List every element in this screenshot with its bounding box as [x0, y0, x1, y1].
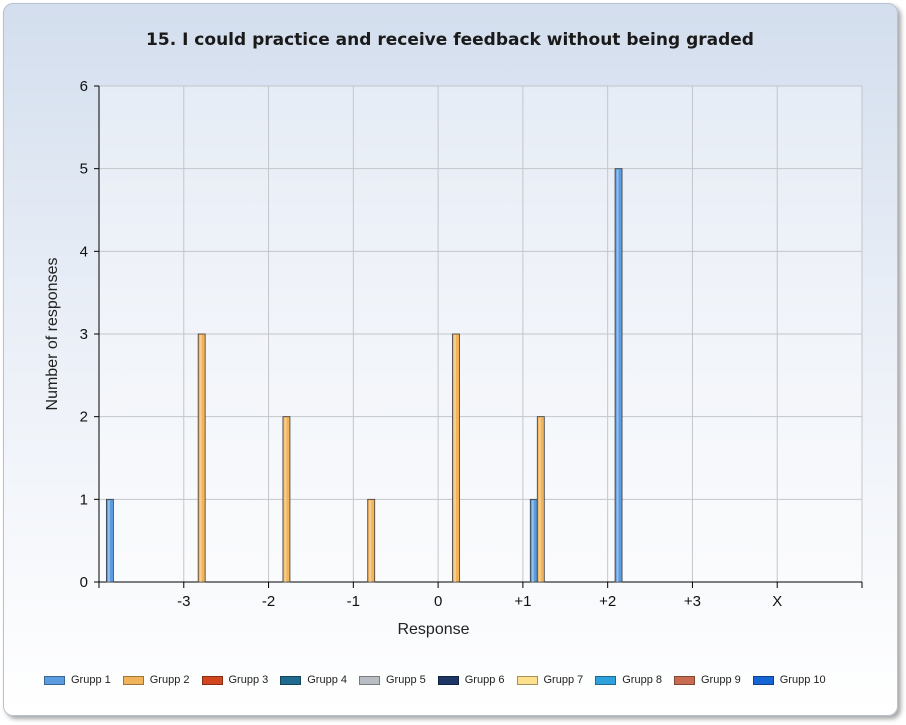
legend-label: Grupp 6 — [464, 674, 505, 686]
legend-item: Grupp 5 — [359, 674, 426, 686]
legend-swatch — [280, 675, 302, 685]
bar-highlight — [107, 500, 110, 582]
legend-swatch — [359, 675, 380, 685]
x-tick-label: 0 — [434, 593, 442, 610]
legend-swatch — [674, 675, 695, 685]
bar-rect — [197, 333, 206, 583]
bar-grupp-2 — [197, 333, 206, 583]
bar-highlight — [284, 417, 287, 582]
legend-label: Grupp 1 — [71, 674, 111, 686]
chart-title: 15. I could practice and receive feedbac… — [146, 30, 754, 50]
x-tick-label: -2 — [262, 593, 275, 610]
y-tick-label: 3 — [80, 326, 88, 343]
y-tick-label: 2 — [80, 409, 88, 426]
bar-grupp-1 — [105, 498, 114, 583]
x-tick-label: +1 — [514, 593, 531, 610]
legend-item: Grupp 9 — [674, 674, 741, 686]
bar-rect — [536, 416, 545, 583]
legend-label: Grupp 8 — [622, 674, 662, 686]
bar-grupp-1 — [614, 168, 623, 583]
legend-item: Grupp 6 — [437, 674, 505, 686]
bar-highlight — [616, 169, 619, 582]
x-tick-label: X — [772, 593, 782, 610]
bar-grupp-1 — [529, 498, 538, 583]
x-tick-label: -3 — [177, 593, 190, 610]
bar-grupp-2 — [452, 333, 460, 583]
legend-swatch — [437, 675, 459, 685]
x-tick-label: +3 — [684, 593, 701, 610]
legend-label: Grupp 4 — [307, 674, 347, 686]
legend-item: Grupp 4 — [280, 674, 347, 686]
chart-legend: Grupp 1 Grupp 2 Grupp 3 Grupp 4 Grupp 5 Grupp… — [44, 673, 838, 687]
bar-rect — [282, 416, 291, 583]
bar-highlight — [531, 500, 534, 582]
x-tick-label: -1 — [347, 593, 360, 610]
y-tick-label: 4 — [80, 243, 88, 260]
bar-grupp-2 — [282, 416, 291, 583]
legend-item: Grupp 8 — [595, 674, 662, 686]
legend-swatch — [516, 675, 538, 685]
legend-swatch — [122, 675, 144, 685]
x-tick-label: +2 — [599, 593, 616, 610]
legend-item: Grupp 1 — [44, 674, 111, 686]
bar-highlight — [199, 335, 202, 582]
y-tick-label: 1 — [80, 491, 88, 508]
legend-label: Grupp 2 — [149, 674, 190, 686]
legend-label: Grupp 9 — [701, 674, 741, 686]
y-tick-label: 5 — [80, 161, 88, 178]
legend-swatch — [752, 675, 774, 685]
bar-rect — [614, 168, 623, 583]
y-tick-label: 0 — [80, 574, 88, 591]
legend-label: Grupp 3 — [228, 674, 269, 686]
bar-highlight — [538, 417, 541, 582]
chart-panel — [3, 3, 898, 716]
y-tick-label: 6 — [80, 78, 88, 95]
legend-item: Grupp 3 — [201, 674, 269, 686]
x-axis-title: Response — [397, 621, 469, 638]
bar-rect — [105, 498, 114, 583]
legend-swatch — [44, 675, 65, 685]
bar-rect — [452, 333, 460, 583]
legend-swatch — [201, 675, 223, 685]
bar-grupp-2 — [536, 416, 545, 583]
legend-label: Grupp 10 — [779, 674, 826, 686]
bar-rect — [367, 498, 376, 583]
bar-highlight — [369, 500, 372, 582]
legend-item: Grupp 10 — [752, 674, 826, 686]
bar-highlight — [454, 335, 456, 582]
y-axis-title: Number of responses — [44, 258, 61, 411]
legend-item: Grupp 2 — [122, 674, 190, 686]
legend-item: Grupp 7 — [516, 674, 584, 686]
legend-swatch — [595, 675, 617, 685]
bar-grupp-2 — [367, 498, 376, 583]
legend-label: Grupp 7 — [543, 674, 584, 686]
legend-label: Grupp 5 — [386, 674, 426, 686]
